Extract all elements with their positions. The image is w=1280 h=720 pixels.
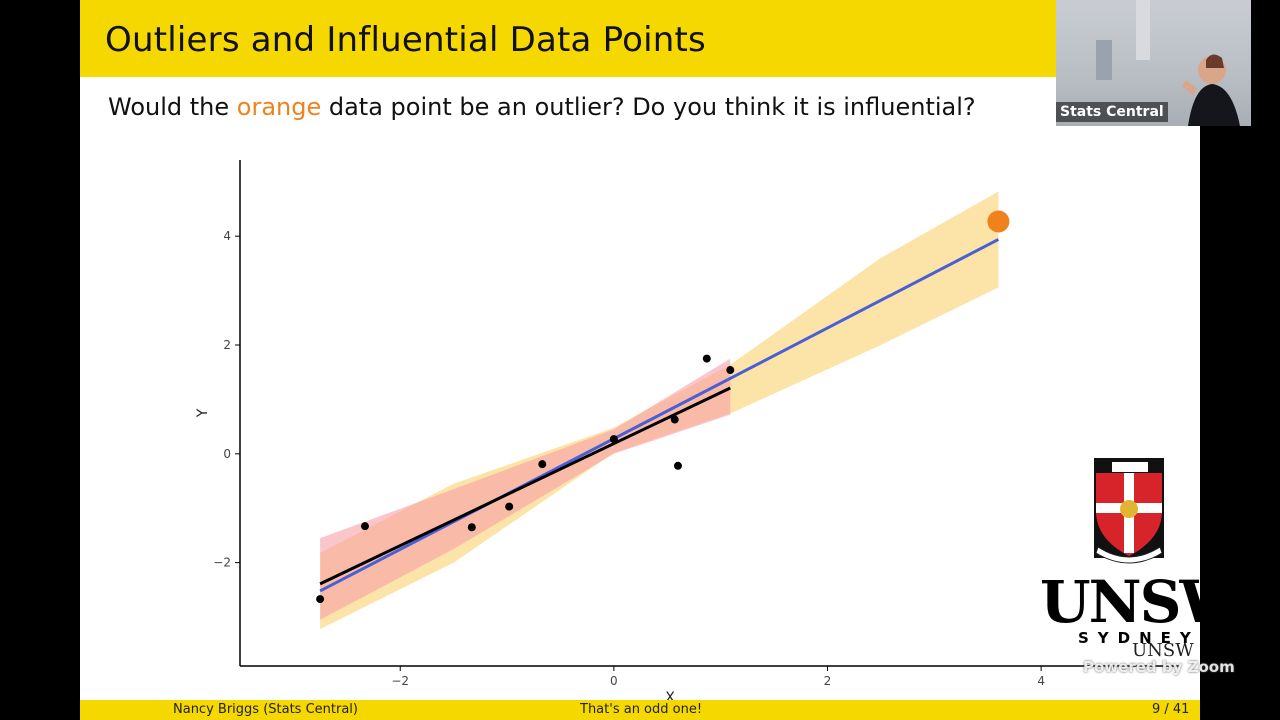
fit-lines [319, 238, 1000, 593]
y-axis-label: Y [195, 408, 211, 418]
y-tick-label: 2 [223, 338, 231, 352]
question-text-start: Would the [108, 93, 237, 121]
data-point [673, 461, 682, 470]
unsw-crest-icon [1094, 458, 1164, 564]
zoom-watermark: Powered by Zoom [1083, 658, 1235, 676]
footer-caption: That's an odd one! [580, 702, 703, 717]
question-text-end: data point be an outlier? Do you think i… [321, 93, 976, 121]
x-tick-label: 4 [1037, 674, 1045, 688]
fit-line-without-outlier [319, 386, 731, 586]
slide-question: Would the orange data point be an outlie… [108, 93, 976, 121]
data-point [316, 595, 325, 604]
data-point [726, 366, 735, 375]
slide-title: Outliers and Influential Data Points [105, 20, 706, 60]
data-point [505, 502, 514, 511]
x-tick-label: 0 [610, 674, 618, 688]
slide-footer: Nancy Briggs (Stats Central) That's an o… [80, 700, 1200, 720]
title-bar: Outliers and Influential Data Points [80, 0, 1200, 77]
speaker-video-tile[interactable]: Stats Central [1056, 0, 1251, 126]
video-participant-name: Stats Central [1056, 102, 1168, 122]
data-point [467, 523, 476, 532]
confidence-band-without-outlier [320, 358, 731, 620]
fit-line-with-outlier [319, 238, 1000, 593]
unsw-sydney-text: SYDNEY [1078, 629, 1200, 647]
question-highlight-word: orange [236, 93, 322, 121]
y-tick-label: 0 [223, 447, 231, 461]
y-tick-label: 4 [223, 229, 231, 243]
data-points [316, 210, 1010, 604]
footer-author: Nancy Briggs (Stats Central) [173, 702, 358, 717]
data-point [538, 460, 547, 469]
chart-axes: −2 0 2 4 −2 0 2 4 [213, 160, 1180, 688]
footer-page-number: 9 / 41 [1152, 702, 1190, 717]
slide: Outliers and Influential Data Points Wou… [80, 0, 1200, 720]
scatter-chart: −2 0 2 4 −2 0 2 4 X Y [195, 160, 1180, 706]
unsw-wordmark: UNSW [1040, 568, 1245, 636]
x-tick-label: 2 [824, 674, 832, 688]
x-tick-label: −2 [391, 674, 409, 688]
x-axis-label: X [665, 690, 675, 706]
orange-data-point [987, 210, 1010, 233]
confidence-bands [320, 191, 999, 630]
data-point [360, 522, 369, 531]
data-point [670, 415, 679, 424]
small-unsw-wordmark: UNSW [1132, 640, 1194, 661]
speaker-silhouette [1096, 0, 1240, 126]
data-point [702, 354, 711, 363]
y-tick-label: −2 [213, 556, 231, 570]
data-point [609, 435, 618, 444]
